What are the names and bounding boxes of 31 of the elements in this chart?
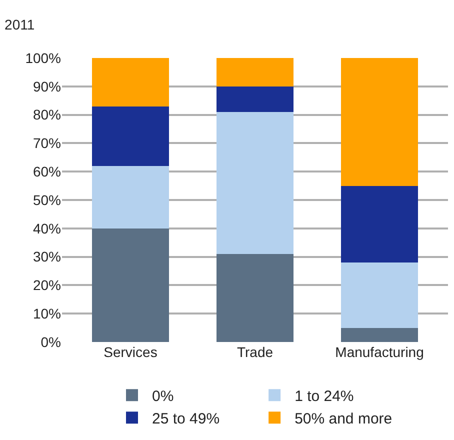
- legend-label: 0%: [152, 388, 174, 406]
- y-tick-label: 60%: [32, 164, 61, 180]
- bar: [216, 86, 294, 112]
- legend-label: 1 to 24%: [294, 388, 354, 406]
- bar: [340, 58, 418, 186]
- legend-label: 50% and more: [294, 410, 392, 428]
- y-tick-label: 80%: [32, 106, 61, 123]
- y-tick-label: 90%: [32, 78, 61, 94]
- y-tick-label: 40%: [32, 220, 61, 236]
- bar: [92, 228, 170, 342]
- bar: [340, 186, 418, 262]
- y-tick-label: 30%: [32, 248, 61, 265]
- bar: [216, 254, 294, 342]
- chart-title: 2011: [4, 16, 35, 33]
- x-tick-label: Manufacturing: [335, 344, 424, 360]
- y-tick-label: 20%: [32, 277, 61, 294]
- bar: [340, 328, 418, 342]
- bar: [92, 166, 170, 228]
- x-tick-label: Trade: [236, 344, 274, 360]
- legend-label: 25 to 49%: [152, 410, 220, 428]
- y-tick-label: 0%: [40, 334, 61, 350]
- bar: [92, 58, 170, 106]
- y-tick-label: 100%: [25, 50, 61, 66]
- bar: [92, 106, 170, 166]
- y-tick-label: 70%: [32, 135, 61, 152]
- bar: [216, 58, 294, 86]
- bar: [340, 262, 418, 328]
- y-tick-label: 10%: [32, 306, 61, 322]
- x-tick-label: Services: [104, 344, 158, 360]
- bar: [216, 112, 294, 254]
- y-tick-label: 50%: [32, 192, 61, 208]
